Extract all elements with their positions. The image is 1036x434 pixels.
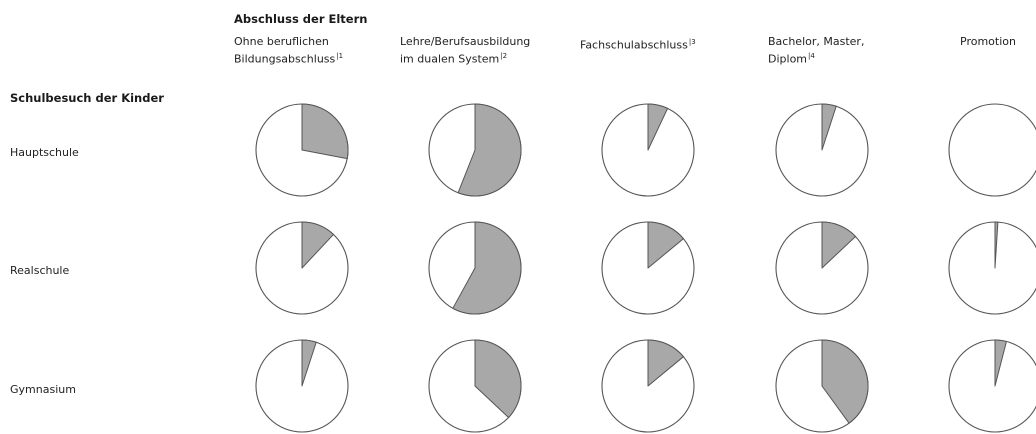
pie-0-4 [948,103,1036,197]
column-header-technical-school: Fachschulabschluss|3 [580,35,696,53]
pie-slice [474,339,522,418]
pie-slice [452,221,522,315]
footnote-marker: |4 [808,52,815,60]
pie-outline [948,221,1036,315]
column-header-apprenticeship: Lehre/Berufsausbildung im dualen System|… [400,35,530,67]
row-label-gymnasium: Gymnasium [10,383,76,396]
pie-2-0 [255,339,349,433]
column-header-no-vocational-degree: Ohne beruflichen Bildungsabschluss|1 [234,35,343,67]
pie-1-4 [948,221,1036,315]
column-header-doctorate: Promotion [960,35,1016,49]
pie-2-3 [775,339,869,433]
pie-slice [994,221,999,269]
pie-0-1 [428,103,522,197]
column-header-line: Bildungsabschluss [234,52,336,66]
pie-slice [647,221,684,269]
pie-slice [647,103,669,151]
pie-slice [457,103,522,197]
pie-outline [948,103,1036,197]
column-header-line: Promotion [960,35,1016,48]
column-header-line: im dualen System [400,52,500,66]
pie-slice [301,339,317,387]
pie-slice [821,221,857,269]
column-header-line: Ohne beruflichen [234,35,329,48]
pie-0-0 [255,103,349,197]
pie-2-1 [428,339,522,433]
pie-2-4 [948,339,1036,433]
pie-2-2 [601,339,695,433]
pie-1-1 [428,221,522,315]
pie-slice [821,339,869,424]
parents-education-header: Abschluss der Eltern [234,12,368,26]
pie-1-0 [255,221,349,315]
column-header-university-degree: Bachelor, Master, Diplom|4 [768,35,864,67]
pie-0-2 [601,103,695,197]
pie-slice [301,221,334,269]
pie-1-3 [775,221,869,315]
footnote-marker: |2 [500,52,508,60]
row-label-hauptschule: Hauptschule [10,146,79,159]
row-label-realschule: Realschule [10,264,70,277]
pie-slice [821,103,837,151]
pie-1-2 [601,221,695,315]
pie-outline [948,339,1036,433]
pie-slice [301,103,349,160]
footnote-marker: |1 [336,52,344,60]
column-header-line: Bachelor, Master, [768,35,865,48]
footnote-marker: |3 [688,38,696,46]
pie-slice [994,339,1007,387]
column-header-line: Fachschulabschluss [580,38,688,52]
pie-slice [647,339,684,387]
children-school-header: Schulbesuch der Kinder [10,91,164,105]
column-header-line: Lehre/Berufsausbildung [400,35,531,48]
pie-0-3 [775,103,869,197]
column-header-line: Diplom [768,52,808,66]
